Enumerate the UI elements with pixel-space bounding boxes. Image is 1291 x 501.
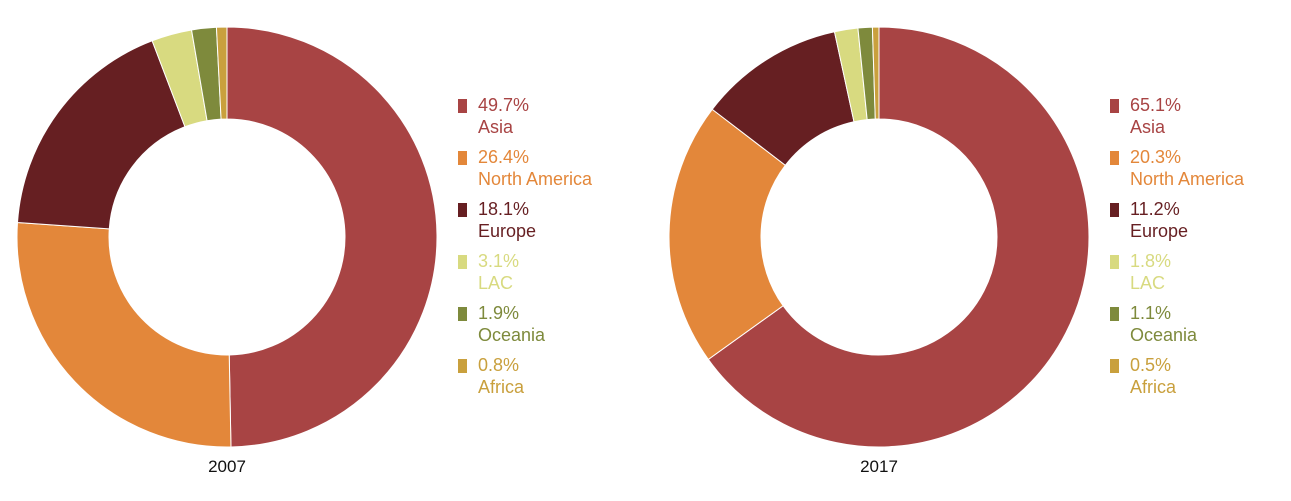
legend-value: 1.8%	[1130, 251, 1172, 271]
slice-north-america-2007	[16, 221, 232, 448]
legend-value: 0.8%	[478, 355, 520, 375]
legend-swatch	[458, 255, 467, 269]
legend-swatch	[1110, 203, 1119, 217]
legend-label: North America	[1130, 169, 1245, 189]
legend-label: Asia	[1130, 117, 1166, 137]
legend-value: 26.4%	[478, 147, 530, 167]
chart-2017: 2017 65.1% Asia 20.3% North America 11.2% Eur…	[652, 0, 1291, 501]
legend-value: 1.1%	[1130, 303, 1172, 323]
legend-swatch	[1110, 307, 1119, 321]
legend-2017: 65.1% Asia 20.3% North America 11.2% Europe 1.…	[1110, 94, 1244, 406]
slice-africa-2007	[215, 26, 228, 120]
legend-label: Africa	[1130, 377, 1177, 397]
legend-label: LAC	[478, 273, 514, 293]
legend-item-north-america: 26.4% North America	[458, 146, 592, 198]
legend-item-africa: 0.5% Africa	[1110, 354, 1244, 406]
legend-swatch	[458, 151, 467, 165]
legend-item-lac: 3.1% LAC	[458, 250, 592, 302]
chart-2007: 2007 49.7% Asia 26.4% North America 18.1% Eur…	[0, 0, 645, 501]
legend-label: North America	[478, 169, 593, 189]
legend-item-asia: 65.1% Asia	[1110, 94, 1244, 146]
slice-north-america-2017	[668, 108, 787, 361]
donut-chart-2007	[16, 26, 438, 448]
legend-item-lac: 1.8% LAC	[1110, 250, 1244, 302]
legend-swatch	[458, 203, 467, 217]
year-label-2007: 2007	[208, 457, 246, 476]
legend-label: Asia	[478, 117, 514, 137]
legend-swatch	[458, 99, 467, 113]
slice-asia-2017	[707, 26, 1090, 448]
slice-africa-2017	[871, 26, 880, 120]
legend-item-oceania: 1.9% Oceania	[458, 302, 592, 354]
slice-asia-2007	[226, 26, 438, 448]
legend-label: Oceania	[1130, 325, 1198, 345]
legend-label: Africa	[478, 377, 525, 397]
legend-2007: 49.7% Asia 26.4% North America 18.1% Europe 3.…	[458, 94, 592, 406]
legend-value: 20.3%	[1130, 147, 1182, 167]
legend-value: 65.1%	[1130, 95, 1182, 115]
legend-value: 49.7%	[478, 95, 530, 115]
legend-value: 1.9%	[478, 303, 520, 323]
legend-swatch	[1110, 255, 1119, 269]
legend-swatch	[1110, 359, 1119, 373]
legend-label: Europe	[1130, 221, 1189, 241]
legend-swatch	[458, 307, 467, 321]
legend-item-oceania: 1.1% Oceania	[1110, 302, 1244, 354]
year-label-2017: 2017	[860, 457, 898, 476]
legend-value: 3.1%	[478, 251, 520, 271]
legend-swatch	[1110, 151, 1119, 165]
legend-item-europe: 11.2% Europe	[1110, 198, 1244, 250]
donut-chart-2017	[668, 26, 1090, 448]
legend-item-asia: 49.7% Asia	[458, 94, 592, 146]
legend-value: 18.1%	[478, 199, 530, 219]
legend-item-europe: 18.1% Europe	[458, 198, 592, 250]
legend-swatch	[1110, 99, 1119, 113]
legend-label: Oceania	[478, 325, 546, 345]
legend-item-africa: 0.8% Africa	[458, 354, 592, 406]
legend-swatch	[458, 359, 467, 373]
legend-item-north-america: 20.3% North America	[1110, 146, 1244, 198]
legend-label: LAC	[1130, 273, 1166, 293]
legend-value: 0.5%	[1130, 355, 1172, 375]
legend-label: Europe	[478, 221, 537, 241]
slice-europe-2007	[16, 40, 186, 230]
legend-value: 11.2%	[1130, 199, 1180, 219]
